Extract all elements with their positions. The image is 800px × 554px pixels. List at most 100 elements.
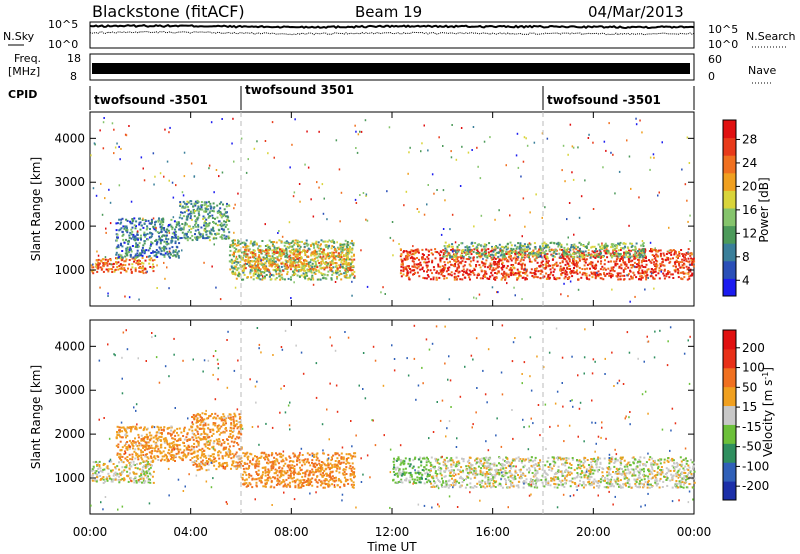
power-cell	[292, 250, 295, 253]
power-cell	[590, 271, 593, 274]
power-cell	[251, 264, 254, 267]
power-scatter	[168, 231, 171, 234]
power-cell	[668, 276, 671, 279]
velocity-cell	[131, 453, 134, 456]
power-cell	[442, 255, 445, 258]
power-cell	[524, 278, 527, 281]
power-cell	[505, 274, 508, 277]
power-cell	[238, 272, 241, 275]
power-cell	[491, 245, 493, 248]
power-cell	[622, 259, 624, 262]
power-cell	[660, 269, 663, 272]
power-cell	[142, 249, 145, 252]
power-cell	[312, 269, 315, 272]
power-scatter	[187, 209, 190, 212]
power-cell	[347, 244, 350, 247]
power-cell	[225, 235, 228, 238]
velocity-cell	[154, 443, 157, 446]
velocity-cell	[224, 466, 227, 468]
velocity-cell	[134, 441, 137, 444]
velocity-cell	[145, 470, 148, 473]
power-cell	[121, 230, 124, 233]
power-cell	[459, 256, 462, 258]
power-cell	[279, 251, 282, 253]
power-cell	[675, 256, 678, 259]
power-cell	[121, 235, 124, 237]
power-cell	[200, 201, 203, 203]
velocity-cell	[211, 413, 213, 415]
power-cell	[450, 263, 453, 266]
power-cell	[588, 253, 591, 256]
power-cell	[161, 239, 164, 242]
power-cell	[508, 253, 511, 256]
power-cell	[443, 277, 446, 280]
power-cell	[307, 278, 310, 281]
velocity-cell	[195, 437, 198, 440]
power-cell	[171, 226, 174, 229]
power-scatter	[113, 152, 115, 155]
power-cell	[577, 261, 579, 264]
power-cell	[491, 249, 494, 252]
power-cell	[345, 245, 348, 248]
power-scatter	[560, 293, 562, 296]
power-scatter	[392, 239, 395, 242]
power-cell	[134, 227, 137, 230]
power-cell	[503, 254, 506, 257]
power-scatter	[413, 253, 416, 256]
power-cell	[495, 276, 498, 279]
power-cell	[418, 275, 421, 278]
velocity-cell	[145, 441, 148, 444]
power-cell	[534, 270, 537, 273]
power-cell	[160, 249, 163, 252]
power-cell	[138, 260, 141, 262]
power-cell	[260, 272, 263, 275]
power-cell	[536, 261, 539, 264]
velocity-cell	[163, 426, 166, 429]
power-cell	[534, 252, 536, 255]
power-scatter	[628, 155, 631, 158]
velocity-cell	[135, 426, 138, 429]
power-cell	[568, 251, 571, 253]
velocity-cell	[110, 480, 113, 483]
power-scatter	[686, 199, 688, 202]
power-cell	[597, 243, 600, 246]
power-cell	[295, 256, 298, 259]
velocity-cell	[109, 477, 111, 480]
power-cell	[534, 247, 537, 250]
power-cell	[231, 272, 234, 275]
power-scatter	[403, 204, 405, 207]
velocity-cell	[110, 460, 113, 463]
power-scatter	[409, 146, 411, 149]
velocity-cell	[123, 444, 126, 447]
power-cell	[663, 277, 666, 280]
power-cell	[341, 248, 344, 251]
velocity-cell	[166, 441, 169, 444]
power-cell	[184, 221, 187, 224]
power-cell	[562, 257, 565, 260]
power-cell	[254, 273, 257, 276]
power-cell	[250, 251, 253, 254]
cpid-segment-label: twofsound 3501	[245, 83, 354, 97]
velocity-cell	[121, 477, 124, 480]
power-cell	[297, 253, 300, 256]
power-cell	[133, 217, 136, 220]
power-cell	[129, 246, 132, 249]
power-cell	[320, 262, 323, 265]
power-cell	[136, 233, 139, 236]
power-cell	[583, 264, 586, 267]
power-cell	[216, 232, 219, 235]
power-cell	[187, 205, 189, 208]
power-cell	[255, 242, 258, 245]
power-cell	[163, 245, 166, 248]
power-cell	[605, 244, 608, 247]
power-cell	[326, 245, 329, 248]
power-cell	[95, 263, 98, 266]
power-cell	[523, 254, 526, 257]
power-cell	[620, 253, 622, 255]
power-cell	[255, 264, 258, 267]
power-cell	[645, 276, 648, 279]
velocity-cell	[214, 422, 217, 425]
power-cell	[345, 274, 348, 276]
power-cell	[630, 266, 633, 269]
power-cell	[311, 262, 314, 265]
